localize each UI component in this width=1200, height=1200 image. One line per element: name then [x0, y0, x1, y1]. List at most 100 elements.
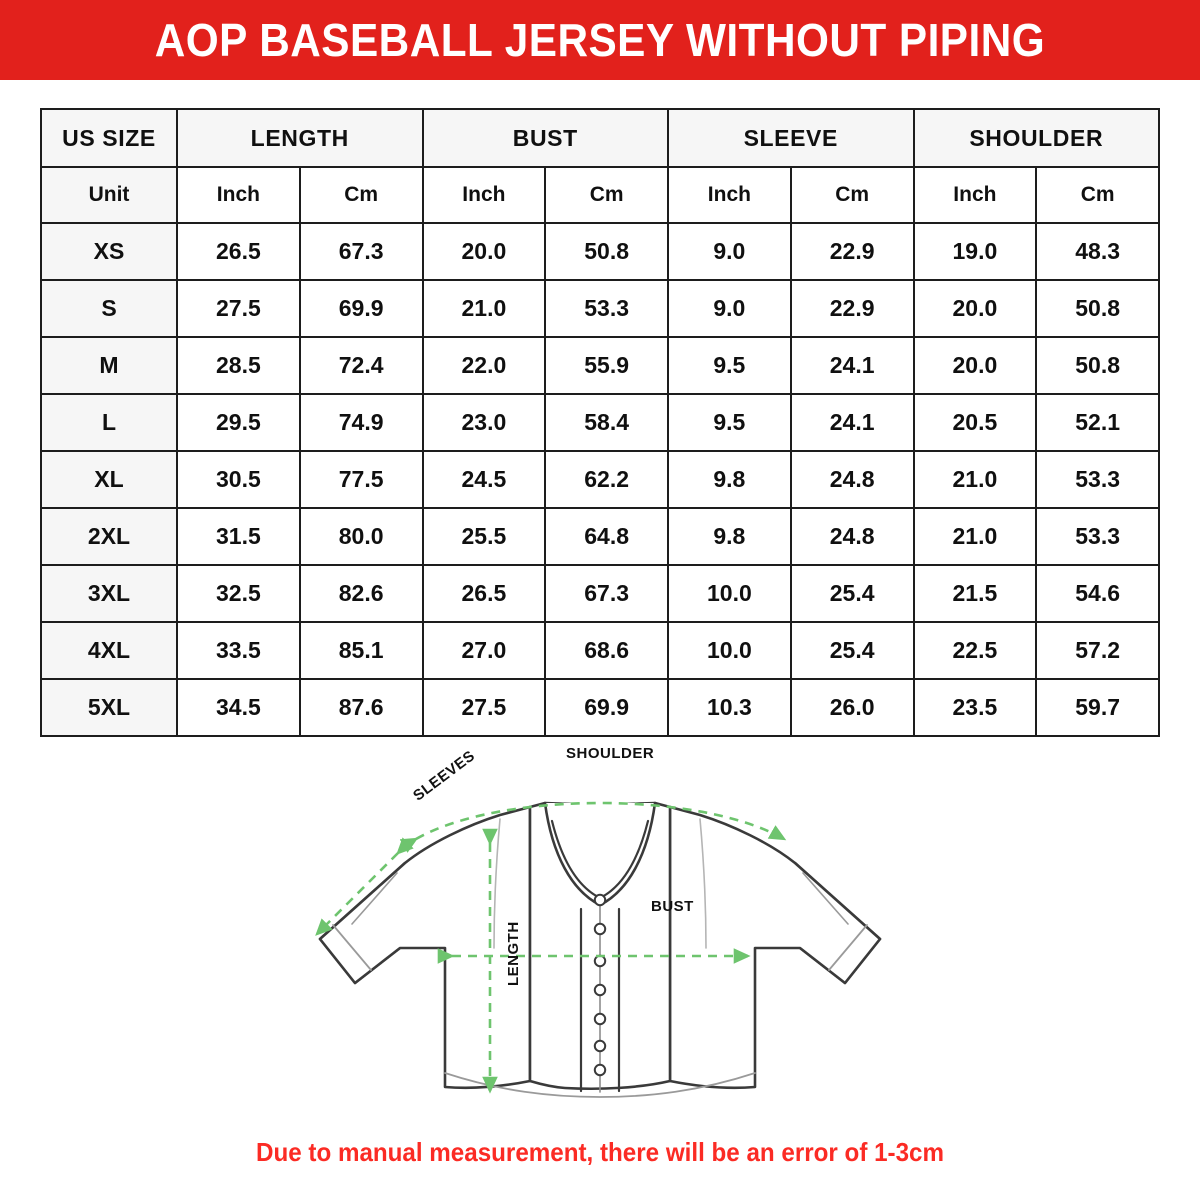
- table-row: M 28.5 72.4 22.0 55.9 9.5 24.1 20.0 50.8: [40, 336, 1160, 395]
- cell-sleeve-inch: 9.0: [667, 222, 792, 281]
- cell-shoulder-cm: 53.3: [1035, 507, 1160, 566]
- cell-shoulder-inch: 19.0: [912, 222, 1038, 281]
- cell-sleeve-cm: 24.8: [789, 450, 915, 509]
- cell-bust-cm: 67.3: [544, 564, 669, 623]
- cell-shoulder-inch: 21.0: [912, 450, 1038, 509]
- unit-shoulder-cm: Cm: [1035, 166, 1160, 224]
- cell-size-3xl: 3XL: [40, 564, 178, 623]
- arrow-sleeves: [315, 837, 414, 936]
- cell-bust-inch: 27.0: [421, 621, 547, 680]
- cell-sleeve-cm: 25.4: [789, 564, 915, 623]
- cell-shoulder-inch: 21.5: [912, 564, 1038, 623]
- cell-bust-inch: 23.0: [421, 393, 547, 452]
- jersey-buttons-lower: [593, 893, 607, 907]
- table-row: 5XL 34.5 87.6 27.5 69.9 10.3 26.0 23.5 59.7: [40, 678, 1160, 737]
- measurement-label-length: LENGTH: [505, 921, 522, 986]
- cell-size-xl: XL: [40, 450, 178, 509]
- cell-length-cm: 87.6: [298, 678, 424, 737]
- cell-bust-cm: 64.8: [544, 507, 669, 566]
- cell-length-cm: 69.9: [298, 279, 424, 338]
- cell-length-cm: 85.1: [298, 621, 424, 680]
- cell-bust-cm: 62.2: [544, 450, 669, 509]
- jersey-diagram: SHOULDER SLEEVES BUST LENGTH: [0, 743, 1200, 1133]
- cell-sleeve-inch: 9.5: [667, 393, 792, 452]
- unit-length-cm: Cm: [298, 166, 424, 224]
- unit-bust-cm: Cm: [544, 166, 669, 224]
- cell-sleeve-inch: 9.5: [667, 336, 792, 395]
- unit-sleeve-cm: Cm: [789, 166, 915, 224]
- cell-bust-inch: 24.5: [421, 450, 547, 509]
- cell-shoulder-cm: 57.2: [1035, 621, 1160, 680]
- table-row: S 27.5 69.9 21.0 53.3 9.0 22.9 20.0 50.8: [40, 279, 1160, 338]
- cell-sleeve-inch: 9.8: [667, 507, 792, 566]
- unit-shoulder-inch: Inch: [912, 166, 1038, 224]
- group-header-shoulder: SHOULDER: [912, 108, 1160, 168]
- cell-sleeve-inch: 10.3: [667, 678, 792, 737]
- cell-bust-inch: 25.5: [421, 507, 547, 566]
- table-row: 3XL 32.5 82.6 26.5 67.3 10.0 25.4 21.5 54.6: [40, 564, 1160, 623]
- cell-shoulder-inch: 20.0: [912, 279, 1038, 338]
- cell-sleeve-cm: 22.9: [789, 279, 915, 338]
- group-header-length: LENGTH: [176, 108, 424, 168]
- cell-size-m: M: [40, 336, 178, 395]
- table-unit-row: Unit Inch Cm Inch Cm Inch Cm Inch Cm: [40, 166, 1160, 224]
- cell-bust-inch: 27.5: [421, 678, 547, 737]
- measurement-arrows: [315, 801, 787, 1094]
- unit-bust-inch: Inch: [421, 166, 547, 224]
- cell-sleeve-inch: 9.8: [667, 450, 792, 509]
- cell-size-xs: XS: [40, 222, 178, 281]
- cell-sleeve-inch: 10.0: [667, 564, 792, 623]
- cell-size-5xl: 5XL: [40, 678, 178, 737]
- cell-shoulder-inch: 23.5: [912, 678, 1038, 737]
- cell-length-inch: 32.5: [176, 564, 301, 623]
- cell-shoulder-cm: 53.3: [1035, 450, 1160, 509]
- cell-size-s: S: [40, 279, 178, 338]
- cell-bust-inch: 26.5: [421, 564, 547, 623]
- jersey-outline: [318, 801, 882, 1098]
- cell-length-cm: 72.4: [298, 336, 424, 395]
- cell-shoulder-inch: 22.5: [912, 621, 1038, 680]
- cell-shoulder-cm: 50.8: [1035, 279, 1160, 338]
- cell-bust-cm: 53.3: [544, 279, 669, 338]
- page-title: AOP BASEBALL JERSEY WITHOUT PIPING: [154, 14, 1046, 66]
- cell-sleeve-cm: 24.1: [789, 336, 915, 395]
- cell-size-l: L: [40, 393, 178, 452]
- table-row: XL 30.5 77.5 24.5 62.2 9.8 24.8 21.0 53.3: [40, 450, 1160, 509]
- cell-length-inch: 30.5: [176, 450, 301, 509]
- header-banner: AOP BASEBALL JERSEY WITHOUT PIPING: [0, 0, 1200, 80]
- table-row: 4XL 33.5 85.1 27.0 68.6 10.0 25.4 22.5 57.2: [40, 621, 1160, 680]
- cell-sleeve-cm: 24.8: [789, 507, 915, 566]
- cell-sleeve-cm: 26.0: [789, 678, 915, 737]
- cell-bust-cm: 58.4: [544, 393, 669, 452]
- cell-length-cm: 80.0: [298, 507, 424, 566]
- cell-size-4xl: 4XL: [40, 621, 178, 680]
- cell-sleeve-cm: 22.9: [789, 222, 915, 281]
- cell-bust-cm: 68.6: [544, 621, 669, 680]
- unit-length-inch: Inch: [176, 166, 301, 224]
- measurement-label-bust: BUST: [651, 898, 694, 915]
- cell-sleeve-cm: 25.4: [789, 621, 915, 680]
- table-body: XS 26.5 67.3 20.0 50.8 9.0 22.9 19.0 48.3 S 27.5 69…: [40, 222, 1160, 737]
- size-table-container: US SIZE LENGTH BUST SLEEVE SHOULDER Unit…: [0, 80, 1200, 737]
- cell-shoulder-cm: 52.1: [1035, 393, 1160, 452]
- cell-length-inch: 34.5: [176, 678, 301, 737]
- cell-sleeve-inch: 10.0: [667, 621, 792, 680]
- cell-length-inch: 27.5: [176, 279, 301, 338]
- measurement-disclaimer: Due to manual measurement, there will be…: [256, 1137, 944, 1167]
- cell-bust-inch: 21.0: [421, 279, 547, 338]
- cell-length-inch: 26.5: [176, 222, 301, 281]
- cell-shoulder-inch: 20.0: [912, 336, 1038, 395]
- cell-shoulder-cm: 59.7: [1035, 678, 1160, 737]
- group-header-sleeve: SLEEVE: [667, 108, 915, 168]
- cell-length-inch: 33.5: [176, 621, 301, 680]
- group-header-bust: BUST: [421, 108, 669, 168]
- measurement-label-shoulder: SHOULDER: [566, 745, 655, 762]
- cell-bust-cm: 50.8: [544, 222, 669, 281]
- cell-length-cm: 67.3: [298, 222, 424, 281]
- cell-bust-inch: 22.0: [421, 336, 547, 395]
- table-row: L 29.5 74.9 23.0 58.4 9.5 24.1 20.5 52.1: [40, 393, 1160, 452]
- cell-length-inch: 29.5: [176, 393, 301, 452]
- cell-bust-inch: 20.0: [421, 222, 547, 281]
- size-chart-table: US SIZE LENGTH BUST SLEEVE SHOULDER Unit…: [40, 108, 1160, 737]
- jersey-illustration: [315, 801, 882, 1098]
